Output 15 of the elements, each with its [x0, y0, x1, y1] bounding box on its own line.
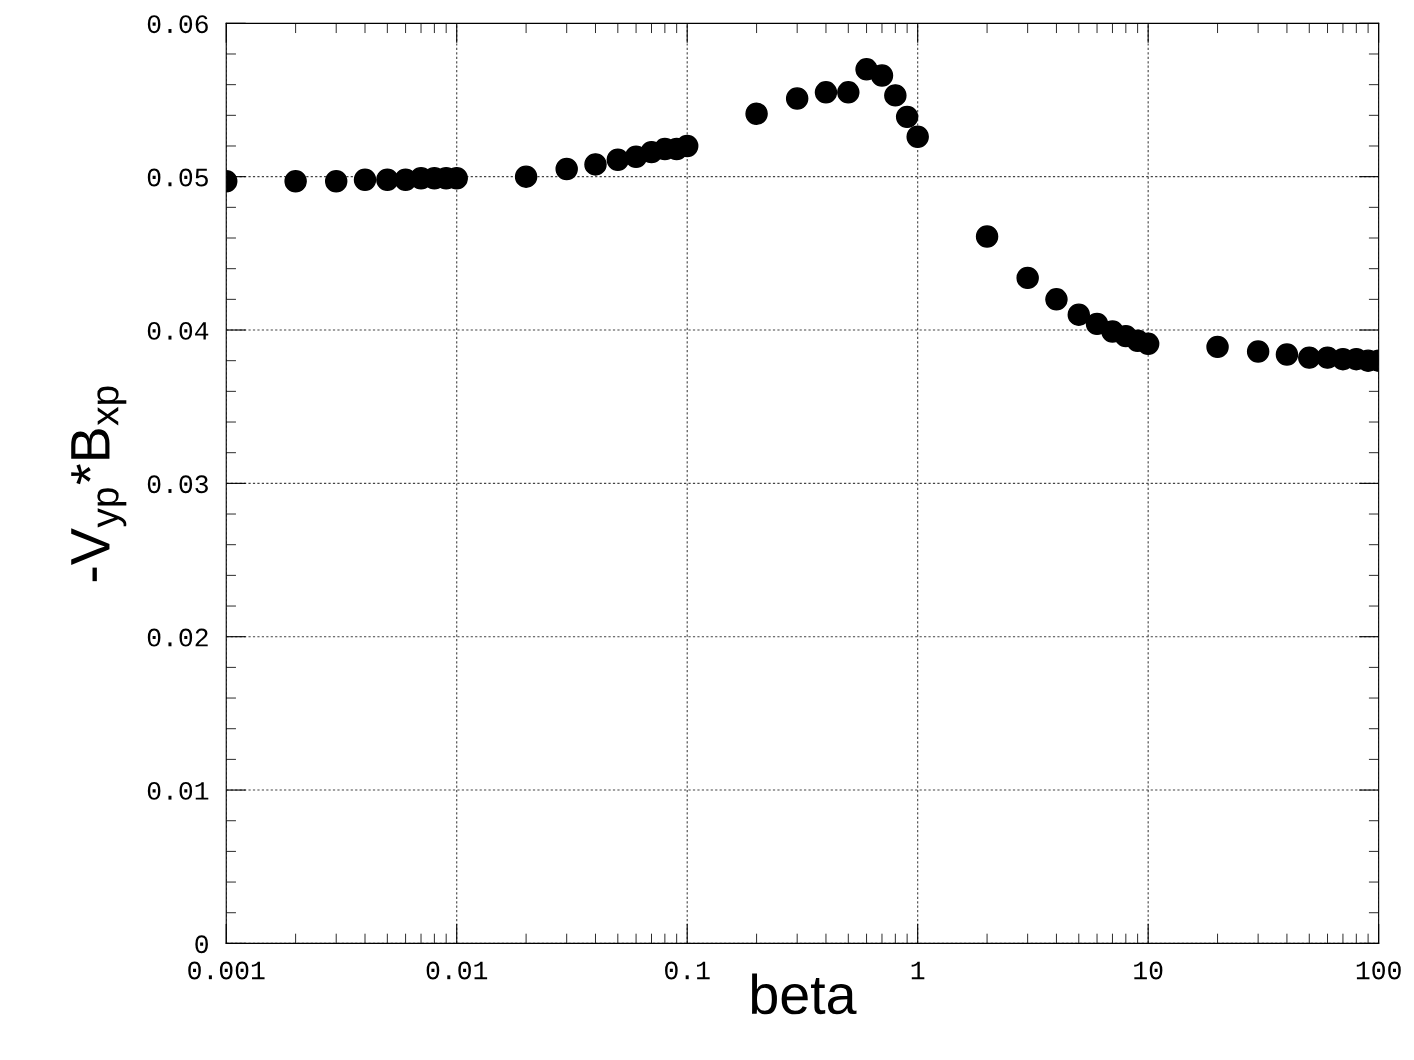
- y-tick-label: 0.06: [147, 15, 208, 34]
- x-axis-title: beta: [751, 973, 857, 1015]
- x-tick-label: 10: [1134, 961, 1163, 980]
- x-tick-label: 0.01: [426, 961, 488, 980]
- y-tick-label: 0.01: [147, 781, 209, 800]
- x-tick-label: 100: [1356, 961, 1401, 980]
- y-tick-label: 0.03: [147, 475, 208, 494]
- x-tick-label: 0.001: [188, 961, 265, 980]
- y-axis-title: -V$_{yp}$*B$_{xp}$: [71, 386, 127, 582]
- x-tick-label: 1: [911, 961, 925, 980]
- y-tick-label: 0.05: [147, 168, 208, 187]
- y-tick-label: 0.04: [147, 321, 209, 340]
- y-tick-label: 0: [195, 935, 208, 954]
- x-tick-label: 0.1: [665, 961, 710, 980]
- y-tick-label: 0.02: [147, 628, 208, 647]
